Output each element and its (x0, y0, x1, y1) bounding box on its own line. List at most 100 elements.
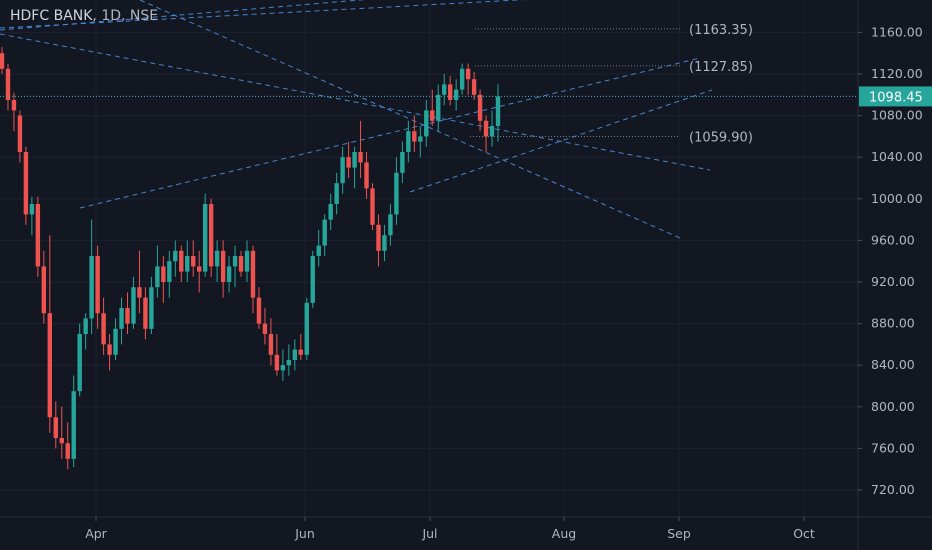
candle[interactable] (65, 422, 70, 470)
y-tick-label: 840.00 (871, 357, 915, 372)
candle[interactable] (483, 115, 489, 152)
candle-body (262, 323, 268, 334)
candle[interactable] (238, 250, 244, 277)
candle[interactable] (495, 84, 501, 142)
candle[interactable] (382, 224, 387, 262)
candle[interactable] (442, 74, 447, 106)
candle-body (149, 287, 154, 329)
candle[interactable] (59, 406, 64, 459)
candle[interactable] (202, 193, 208, 277)
candle[interactable] (226, 256, 232, 293)
trendline[interactable] (409, 89, 713, 193)
candle[interactable] (113, 318, 118, 360)
candle[interactable] (0, 46, 5, 74)
candle[interactable] (280, 349, 286, 381)
price-axis[interactable]: 720.00 760.00 800.00 840.00 880.00 920.00 960.… (857, 0, 932, 550)
candle[interactable] (489, 110, 495, 147)
candle[interactable] (250, 245, 256, 314)
candle[interactable] (274, 334, 280, 376)
candle[interactable] (101, 297, 106, 355)
candle[interactable] (292, 339, 298, 371)
candle[interactable] (5, 63, 11, 111)
candle[interactable] (298, 334, 303, 360)
candle[interactable] (430, 89, 435, 126)
time-axis[interactable]: Apr Jun Jul Aug Sep Oct (0, 516, 932, 541)
candle[interactable] (471, 71, 477, 100)
candle[interactable] (173, 240, 178, 277)
candle[interactable] (322, 214, 327, 256)
candle[interactable] (459, 63, 465, 95)
candle[interactable] (465, 63, 471, 95)
candle[interactable] (131, 276, 136, 329)
candle[interactable] (268, 318, 274, 366)
candle[interactable] (35, 196, 41, 277)
candle[interactable] (346, 141, 351, 178)
candle[interactable] (83, 313, 88, 350)
candle[interactable] (119, 297, 124, 345)
trendline[interactable] (0, 0, 720, 31)
candle[interactable] (107, 334, 112, 371)
candle[interactable] (316, 230, 321, 267)
candle[interactable] (23, 146, 29, 225)
candle[interactable] (244, 240, 250, 282)
candle[interactable] (256, 287, 262, 329)
candle[interactable] (262, 308, 268, 345)
candle[interactable] (400, 141, 405, 184)
candle[interactable] (137, 250, 142, 314)
candle[interactable] (334, 172, 339, 215)
candle[interactable] (185, 240, 190, 282)
candle[interactable] (77, 323, 82, 397)
candle[interactable] (29, 196, 35, 236)
candle[interactable] (453, 79, 459, 111)
candle[interactable] (220, 240, 226, 298)
candle[interactable] (447, 76, 453, 106)
candle[interactable] (89, 219, 94, 334)
candle[interactable] (436, 84, 441, 132)
candle[interactable] (286, 344, 292, 376)
candle[interactable] (179, 245, 184, 282)
candle[interactable] (214, 240, 220, 282)
candle-body (430, 110, 435, 121)
candle[interactable] (17, 110, 23, 163)
candle[interactable] (310, 250, 315, 308)
candle[interactable] (125, 292, 130, 334)
candle[interactable] (149, 276, 154, 334)
candle[interactable] (340, 146, 345, 194)
candle[interactable] (232, 245, 238, 288)
candle[interactable] (406, 120, 411, 163)
candle-body (406, 131, 411, 152)
candle[interactable] (143, 287, 148, 340)
candle[interactable] (424, 100, 429, 147)
candle[interactable] (352, 146, 357, 189)
candle[interactable] (364, 152, 369, 199)
candle[interactable] (41, 250, 47, 324)
candle-body (256, 297, 262, 324)
candle[interactable] (412, 115, 417, 152)
candle[interactable] (208, 198, 214, 277)
candle[interactable] (394, 157, 399, 225)
trendline[interactable] (79, 57, 701, 209)
candle[interactable] (370, 183, 375, 230)
trendline[interactable] (0, 33, 711, 171)
candle[interactable] (304, 297, 309, 360)
candle[interactable] (376, 214, 381, 267)
candle[interactable] (328, 193, 333, 230)
candle[interactable] (358, 120, 363, 178)
candle[interactable] (95, 245, 100, 329)
candle-body (125, 308, 130, 324)
candle[interactable] (388, 204, 393, 246)
trendline[interactable] (0, 0, 610, 29)
candle[interactable] (155, 245, 160, 298)
candle[interactable] (167, 250, 172, 298)
candle[interactable] (418, 126, 423, 158)
candle-body (53, 417, 58, 438)
candle-body (465, 68, 471, 80)
candle[interactable] (191, 240, 196, 277)
candle[interactable] (53, 401, 58, 449)
candle[interactable] (161, 256, 166, 303)
candle[interactable] (197, 250, 202, 293)
candle[interactable] (47, 235, 53, 433)
candle[interactable] (71, 375, 76, 468)
candle[interactable] (11, 92, 17, 132)
